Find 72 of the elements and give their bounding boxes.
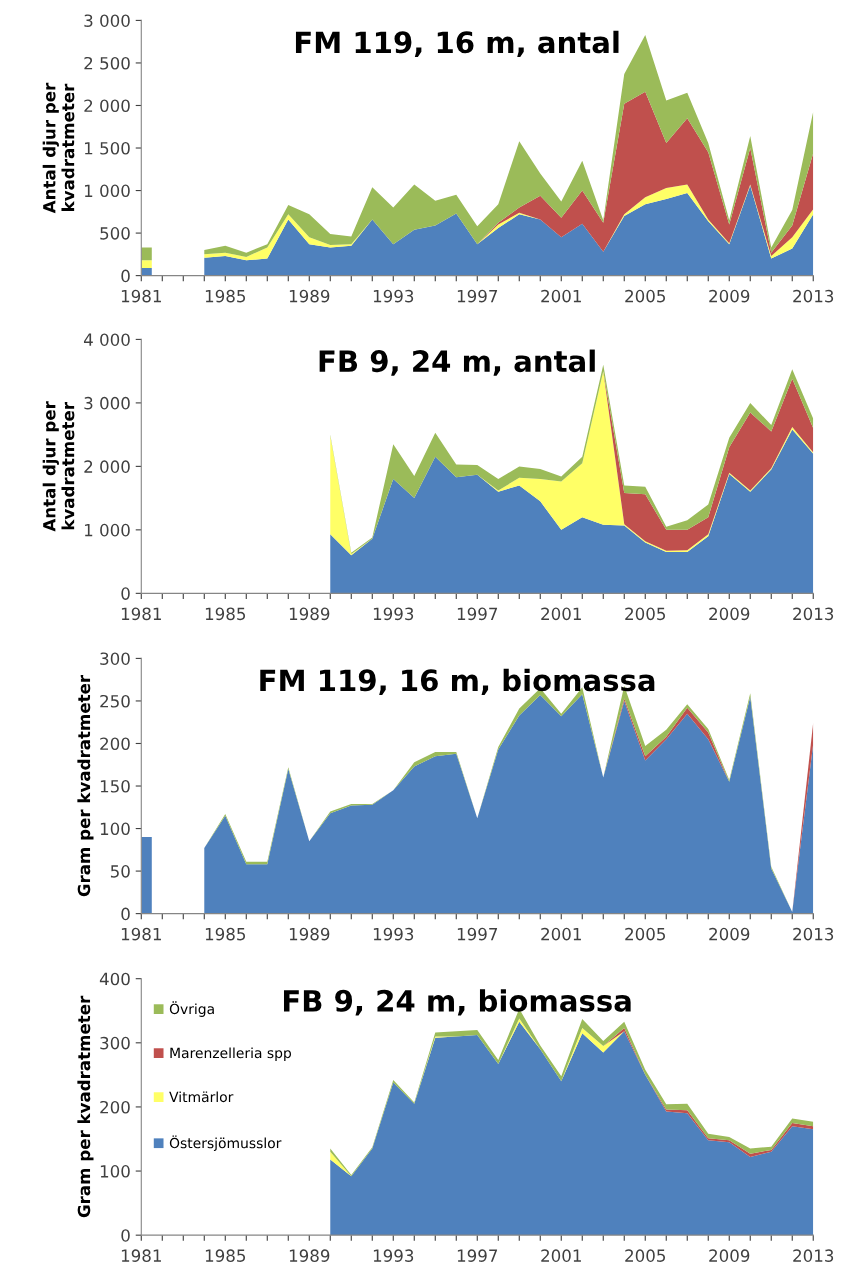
x-tick-label: 2001	[541, 289, 581, 303]
x-tick-label: 2005	[625, 1249, 666, 1262]
x-tick-label: 1981	[121, 1249, 161, 1262]
x-tick-label: 1981	[121, 607, 161, 621]
x-tick-label: 2009	[709, 607, 750, 621]
x-tick-label: 2009	[709, 289, 750, 303]
legend-label: Övriga	[169, 1001, 214, 1017]
x-tick-label: 2009	[709, 927, 750, 941]
chart-title: FB 9, 24 m, biomassa	[283, 989, 631, 1016]
chart-title: FM 119, 16 m, antal	[295, 30, 619, 58]
x-tick-label: 1989	[289, 927, 330, 941]
y-tick-label: 2 000	[84, 99, 130, 113]
y-axis-title: Antal djur per kvadratmeter	[42, 82, 75, 214]
x-tick-label: 2005	[625, 927, 666, 941]
x-tick-label: 1981	[121, 927, 161, 941]
y-tick-label: 400	[99, 972, 130, 986]
x-tick-label: 1989	[289, 607, 330, 621]
y-axis-title: Gram per kvadratmeter	[77, 995, 94, 1218]
x-tick-label: 2001	[541, 1249, 581, 1262]
chart-title: FB 9, 24 m, antal	[319, 349, 595, 376]
x-tick-label: 1989	[289, 1249, 330, 1262]
y-tick-label: 0	[121, 587, 130, 600]
x-tick-label: 1985	[205, 607, 246, 621]
y-tick-label: 300	[100, 652, 130, 665]
legend-label: Vitmärlor	[169, 1091, 234, 1103]
x-tick-label: 2013	[793, 927, 834, 941]
y-tick-label: 300	[100, 1036, 130, 1050]
y-tick-label: 1 000	[84, 523, 130, 537]
x-tick-label: 1993	[373, 289, 414, 303]
x-tick-label: 1997	[457, 927, 498, 941]
y-tick-label: 200	[100, 1100, 130, 1114]
x-tick-label: 1997	[457, 1249, 498, 1262]
legend-label: Marenzelleria spp	[170, 1047, 292, 1061]
y-tick-label: 200	[100, 737, 130, 751]
y-tick-label: 2 500	[84, 56, 130, 70]
x-tick-label: 1993	[373, 1249, 414, 1262]
x-tick-label: 1985	[205, 927, 246, 941]
y-tick-label: 150	[100, 779, 130, 793]
x-tick-label: 2013	[793, 607, 834, 621]
x-tick-label: 1989	[289, 289, 330, 303]
y-tick-label: 4 000	[83, 333, 130, 346]
y-tick-label: 100	[100, 1165, 130, 1178]
y-tick-label: 100	[100, 822, 130, 836]
y-tick-label: 500	[100, 227, 130, 240]
y-tick-label: 1 500	[84, 141, 130, 155]
x-tick-label: 2013	[793, 1249, 834, 1262]
x-tick-label: 1997	[457, 607, 498, 621]
y-tick-label: 0	[121, 269, 130, 283]
x-tick-label: 2009	[709, 1249, 750, 1262]
chart-title: FM 119, 16 m, biomassa	[260, 668, 655, 696]
y-tick-label: 0	[121, 907, 130, 921]
x-tick-label: 2013	[793, 289, 834, 303]
x-tick-label: 1993	[373, 607, 414, 621]
y-axis-title: Gram per kvadratmeter	[77, 674, 94, 897]
x-tick-label: 1985	[205, 1249, 246, 1262]
x-tick-label: 1993	[373, 927, 414, 941]
x-tick-label: 1981	[121, 289, 161, 303]
x-tick-label: 2005	[625, 607, 666, 621]
x-tick-label: 2005	[625, 289, 666, 303]
y-tick-label: 2 000	[84, 460, 130, 473]
y-tick-label: 250	[100, 694, 130, 708]
x-tick-label: 1985	[205, 289, 246, 303]
y-tick-label: 0	[121, 1229, 130, 1242]
x-tick-label: 2001	[541, 607, 581, 621]
y-tick-label: 3 000	[84, 14, 130, 27]
y-tick-label: 50	[110, 865, 130, 878]
legend-label: Östersjömusslor	[169, 1135, 282, 1151]
y-axis-title: Antal djur per kvadratmeter	[42, 401, 75, 532]
x-tick-label: 2001	[541, 927, 581, 941]
y-tick-label: 3 000	[84, 396, 130, 410]
y-tick-label: 1 000	[84, 184, 130, 198]
x-tick-label: 1997	[457, 289, 498, 303]
